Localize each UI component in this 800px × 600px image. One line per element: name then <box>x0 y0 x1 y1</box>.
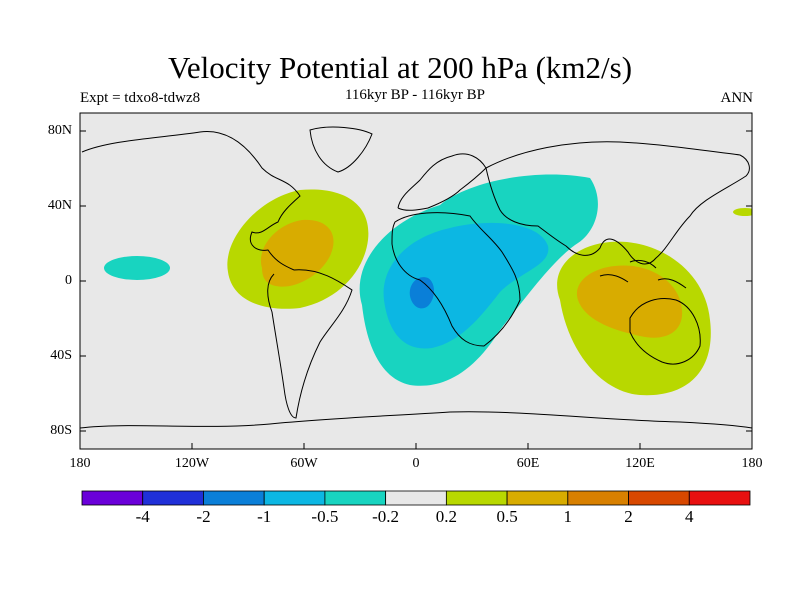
colorbar-label: -0.5 <box>311 507 339 526</box>
colorbar-swatch <box>263 490 326 506</box>
colorbar-label: 0.5 <box>496 507 518 526</box>
coast-north-america <box>81 131 301 271</box>
colorbar-label: 1 <box>563 507 573 526</box>
lon-tick-180w: 180 <box>69 456 91 471</box>
lat-tick-80s: 80S <box>50 423 72 438</box>
colorbar-label: -0.2 <box>372 507 400 526</box>
colorbar-swatch <box>445 490 508 506</box>
colorbar-label: 2 <box>624 507 633 526</box>
lon-tick-120e: 120E <box>625 456 655 471</box>
colorbar-swatch <box>688 490 751 506</box>
season-label: ANN <box>720 90 754 106</box>
coast-maritime-islands <box>599 259 687 289</box>
colorbar-swatch <box>385 490 447 506</box>
contour-negative-africa-core <box>409 277 434 309</box>
lat-tick-80n: 80N <box>47 123 72 138</box>
colorbar-swatch <box>567 490 629 506</box>
contour-fields <box>80 126 752 429</box>
coastlines <box>80 126 752 429</box>
colorbar-swatch <box>324 490 387 506</box>
lat-tick-40n: 40N <box>47 198 72 213</box>
lon-tick-60w: 60W <box>290 456 318 471</box>
colorbar-swatch <box>506 490 569 506</box>
contour-positive-americas-inner <box>260 219 334 287</box>
experiment-label: Expt = tdxo8-tdwz8 <box>80 90 201 106</box>
colorbar-swatch <box>628 490 690 506</box>
map-subtitle: 116kyr BP - 116kyr BP <box>344 87 485 103</box>
coast-australia <box>629 298 701 365</box>
contour-positive-maritime-inner <box>576 265 683 338</box>
colorbar-swatch <box>81 490 144 506</box>
map-title: Velocity Potential at 200 hPa (km2/s) <box>167 50 633 85</box>
coast-africa <box>391 212 521 347</box>
contour-negative-africa-mid <box>383 222 549 349</box>
coast-south-america <box>267 269 353 419</box>
colorbar-label: 4 <box>685 507 694 526</box>
contour-positive-pacific-edge <box>733 208 752 216</box>
lon-tick-60e: 60E <box>516 456 540 471</box>
lon-tick-120w: 120W <box>174 456 210 471</box>
colorbar-swatch <box>142 490 204 506</box>
contour-negative-pacific <box>104 256 170 280</box>
map-ticks <box>79 130 753 449</box>
coast-asia <box>485 141 750 265</box>
colorbar <box>81 490 751 506</box>
lon-tick-0: 0 <box>412 456 420 471</box>
coast-antarctica <box>80 411 752 429</box>
colorbar-label: 0.2 <box>435 507 458 526</box>
colorbar-swatch <box>203 490 265 506</box>
coast-greenland <box>309 126 373 173</box>
colorbar-label: -2 <box>196 507 211 526</box>
lat-tick-40s: 40S <box>50 348 72 363</box>
lon-tick-180e: 180 <box>741 456 763 471</box>
colorbar-label: -1 <box>257 507 272 526</box>
colorbar-label: -4 <box>135 507 150 526</box>
lat-tick-0: 0 <box>65 273 72 288</box>
